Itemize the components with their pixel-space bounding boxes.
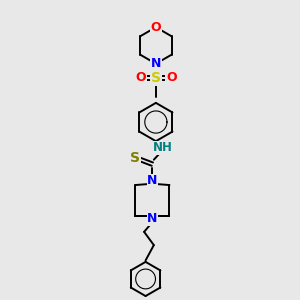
Text: S: S <box>130 151 140 165</box>
Text: N: N <box>151 57 161 70</box>
Text: N: N <box>147 212 158 225</box>
Text: O: O <box>135 71 146 84</box>
Text: O: O <box>151 21 161 34</box>
Text: O: O <box>166 71 176 84</box>
Text: S: S <box>151 71 161 85</box>
Text: NH: NH <box>152 141 172 154</box>
Text: N: N <box>147 174 158 188</box>
